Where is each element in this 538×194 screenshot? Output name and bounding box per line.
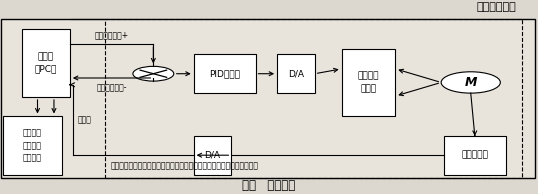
Bar	[194, 54, 256, 93]
Bar	[342, 48, 395, 116]
Text: D/A: D/A	[204, 151, 221, 160]
Text: 控制压力
机、液压
切断装置: 控制压力 机、液压 切断装置	[23, 128, 42, 163]
Text: 位置调整指令+: 位置调整指令+	[95, 30, 129, 39]
Bar	[22, 29, 70, 97]
Bar	[3, 116, 62, 175]
Text: 交流伺服
变频器: 交流伺服 变频器	[358, 72, 379, 93]
Text: 图一   系统组成: 图一 系统组成	[243, 179, 295, 192]
Bar	[1, 19, 535, 178]
Text: 位置到: 位置到	[78, 115, 92, 125]
Bar	[194, 136, 231, 175]
Text: 位置调整指令-: 位置调整指令-	[96, 84, 127, 93]
Bar	[277, 54, 315, 93]
Circle shape	[133, 66, 174, 81]
Text: 控制机被抱闸工作，防止输送料在某个工作循环周期发生控制位置的偏移: 控制机被抱闸工作，防止输送料在某个工作循环周期发生控制位置的偏移	[110, 162, 258, 171]
Text: 驱动控制板卡: 驱动控制板卡	[477, 2, 516, 12]
Text: M: M	[464, 76, 477, 89]
Bar	[105, 19, 522, 178]
Text: 旋转编码器: 旋转编码器	[462, 151, 488, 160]
Text: PID控制器: PID控制器	[209, 69, 240, 78]
Circle shape	[441, 72, 500, 93]
Bar	[444, 136, 506, 175]
Text: 计控机
（PC）: 计控机 （PC）	[34, 52, 57, 74]
Text: D/A: D/A	[288, 69, 304, 78]
